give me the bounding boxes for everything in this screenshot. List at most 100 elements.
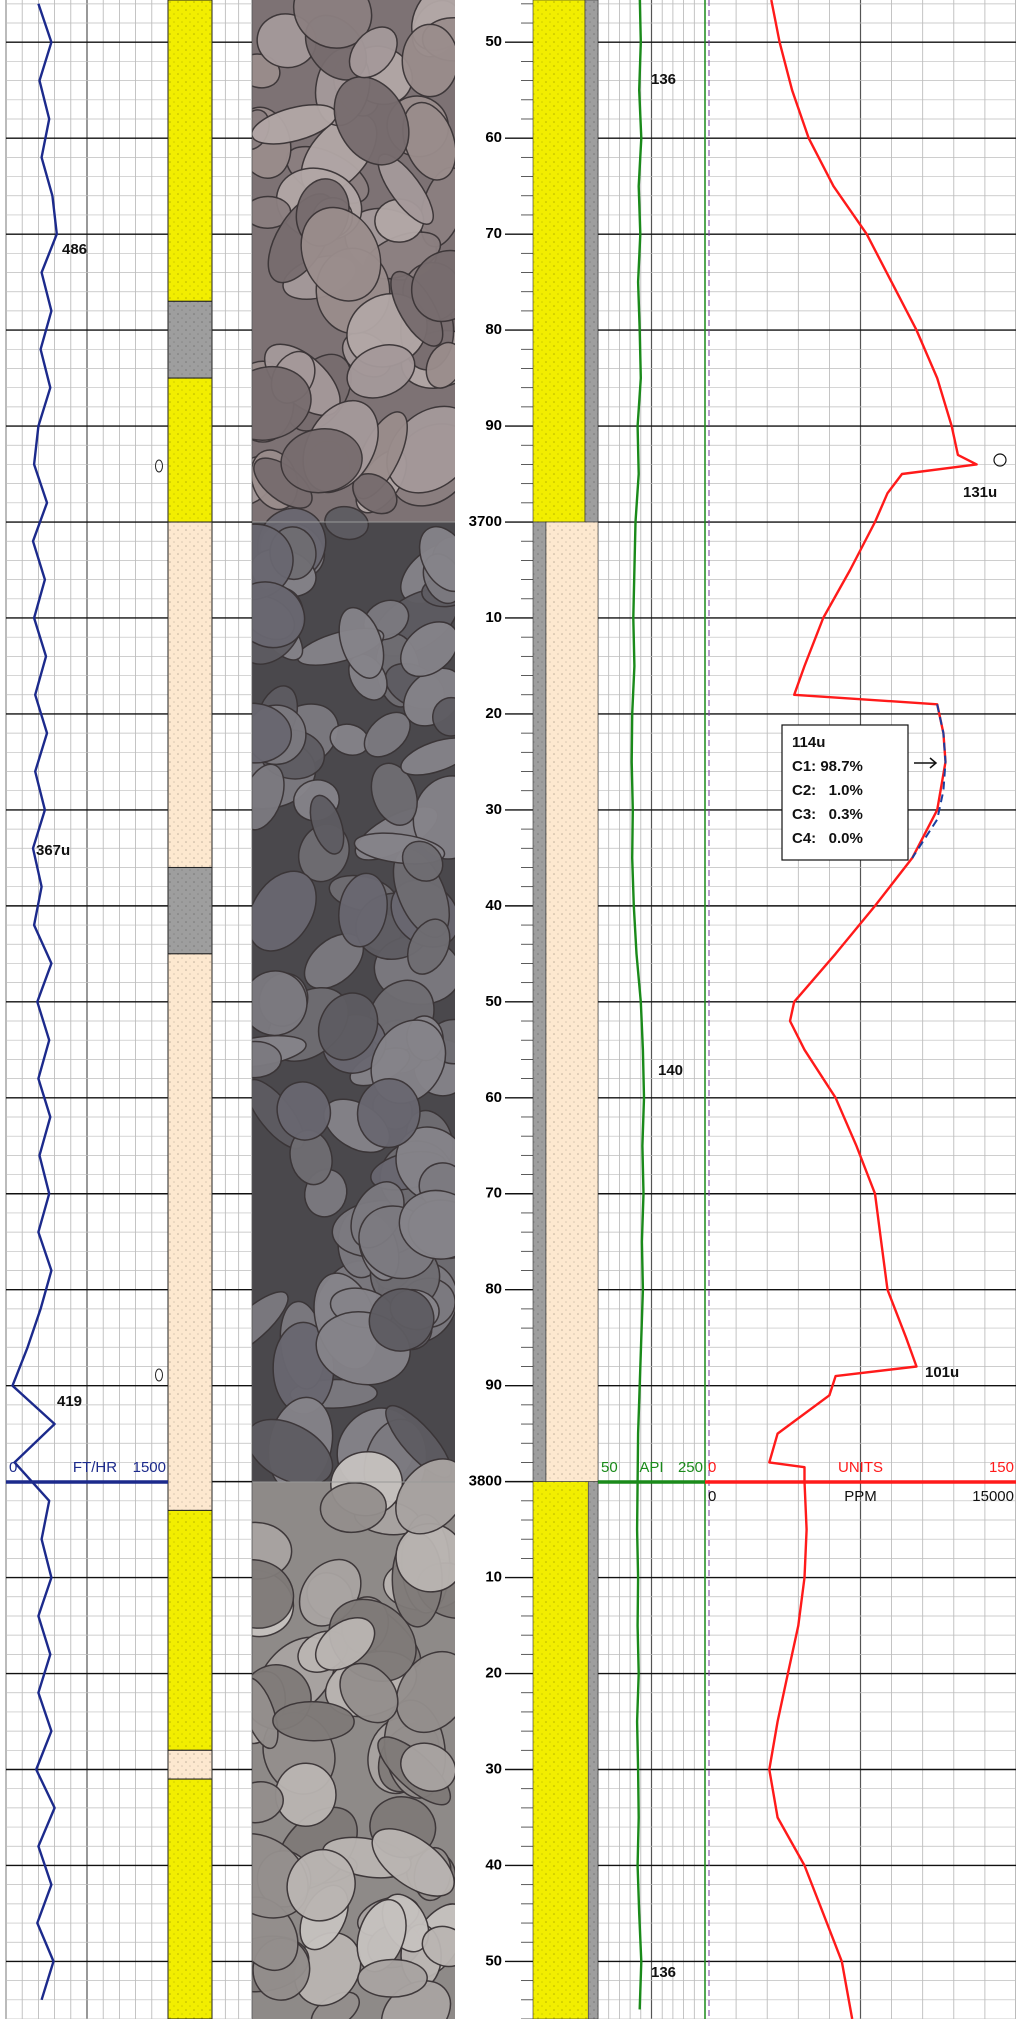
rock: [333, 76, 410, 166]
rock: [418, 526, 455, 593]
rock: [338, 606, 385, 679]
gas-box-line: C3: 0.3%: [792, 806, 863, 823]
scale-name: FT/HR: [73, 1459, 117, 1476]
depth-label: 80: [485, 321, 502, 338]
rock: [356, 1078, 421, 1149]
lithology-texture: [168, 378, 212, 523]
lithology-texture: [168, 522, 212, 868]
rock: [272, 1700, 355, 1742]
gas-box-arrow: [914, 757, 938, 769]
scale-max: 250: [678, 1459, 703, 1476]
depth-label: 30: [485, 801, 502, 818]
cuttings-texture: [533, 0, 585, 523]
rock: [410, 249, 455, 323]
rock: [252, 366, 312, 441]
cuttings-texture: [585, 0, 598, 523]
rock: [252, 1677, 279, 1750]
curve: [11, 3, 58, 2001]
rock: [400, 621, 455, 678]
rock: [370, 762, 418, 826]
rock: [406, 918, 451, 975]
curve: [911, 704, 947, 859]
lithology-texture: [168, 0, 212, 302]
rock: [400, 1742, 455, 1792]
depth-label: 10: [485, 609, 502, 626]
rock: [324, 505, 370, 541]
curves: [11, 0, 978, 2019]
rock: [401, 840, 444, 882]
lithology-symbol: [155, 1368, 163, 1382]
curve-annotation: 367u: [36, 842, 70, 859]
rock: [425, 341, 455, 389]
scale-max: 15000: [972, 1488, 1014, 1505]
rock: [276, 1081, 332, 1141]
rock: [368, 1288, 435, 1352]
scale-name: API: [639, 1459, 663, 1476]
gas-box: [781, 724, 909, 861]
depth-label: 40: [485, 1856, 502, 1873]
depth-label: 90: [485, 1377, 502, 1394]
rock: [339, 1662, 399, 1724]
rock: [398, 1189, 455, 1260]
cuttings-texture: [533, 522, 546, 1482]
rock: [432, 696, 455, 737]
rock: [286, 1849, 356, 1922]
scale-min: 0: [708, 1459, 716, 1476]
depth-label: 20: [485, 705, 502, 722]
rock: [309, 794, 345, 855]
grid: [5, 0, 1016, 2019]
depth-label: 60: [485, 1089, 502, 1106]
scale-max: 1500: [133, 1459, 166, 1476]
lithology-texture: [168, 1750, 212, 1780]
lithology-columns: [155, 0, 599, 2019]
gas-box-line: C2: 1.0%: [792, 782, 863, 799]
rock: [346, 344, 416, 399]
rock: [252, 1040, 283, 1079]
gas-box-line: C4: 0.0%: [792, 830, 863, 847]
rock: [421, 1925, 455, 1968]
scale-name: PPM: [844, 1488, 877, 1505]
depth-label: 50: [485, 993, 502, 1010]
curve-annotation: 140: [658, 1062, 683, 1079]
depth-label: 70: [485, 225, 502, 242]
depth-label: 10: [485, 1569, 502, 1586]
rock: [319, 1482, 387, 1534]
depth-label: 80: [485, 1281, 502, 1298]
depth-label: 50: [485, 33, 502, 50]
rock: [314, 1617, 376, 1671]
rock: [274, 1762, 337, 1827]
scale-min: 0: [9, 1459, 17, 1476]
gas-box-line: C1: 98.7%: [792, 758, 863, 775]
rock: [357, 1958, 428, 1998]
gas-box-line: 114u: [792, 734, 825, 751]
scale-min: 0: [708, 1488, 716, 1505]
lithology-texture: [168, 867, 212, 954]
lithology-texture: [168, 301, 212, 379]
depth-label: 90: [485, 417, 502, 434]
curve-annotation: 136: [651, 1964, 676, 1981]
lithology-texture: [168, 1779, 212, 2019]
cuttings-texture: [546, 522, 598, 1482]
rock: [252, 1418, 334, 1486]
rock: [371, 1827, 455, 1897]
depth-label: 20: [485, 1665, 502, 1682]
depth-label: 50: [485, 1952, 502, 1969]
depth-label: 3700: [469, 513, 502, 530]
cuttings-texture: [588, 1481, 598, 2019]
rock: [338, 872, 388, 948]
depth-label: 3800: [469, 1473, 502, 1490]
rock: [252, 970, 308, 1037]
rock: [401, 23, 455, 98]
rock: [395, 1522, 455, 1593]
curve-annotation: 131u: [963, 484, 997, 501]
depth-label: 60: [485, 129, 502, 146]
depth-label: 30: [485, 1760, 502, 1777]
rock: [348, 26, 398, 79]
lithology-texture: [168, 1510, 212, 1751]
labels: 50 60 70 80 90 3700 10 20 30 40 50 60 70 80 90 3800 10 20…: [6, 33, 1016, 1981]
rock: [395, 1458, 455, 1535]
rock: [252, 581, 306, 649]
curve: [630, 0, 646, 2010]
curve-annotation: 101u: [925, 1364, 959, 1381]
